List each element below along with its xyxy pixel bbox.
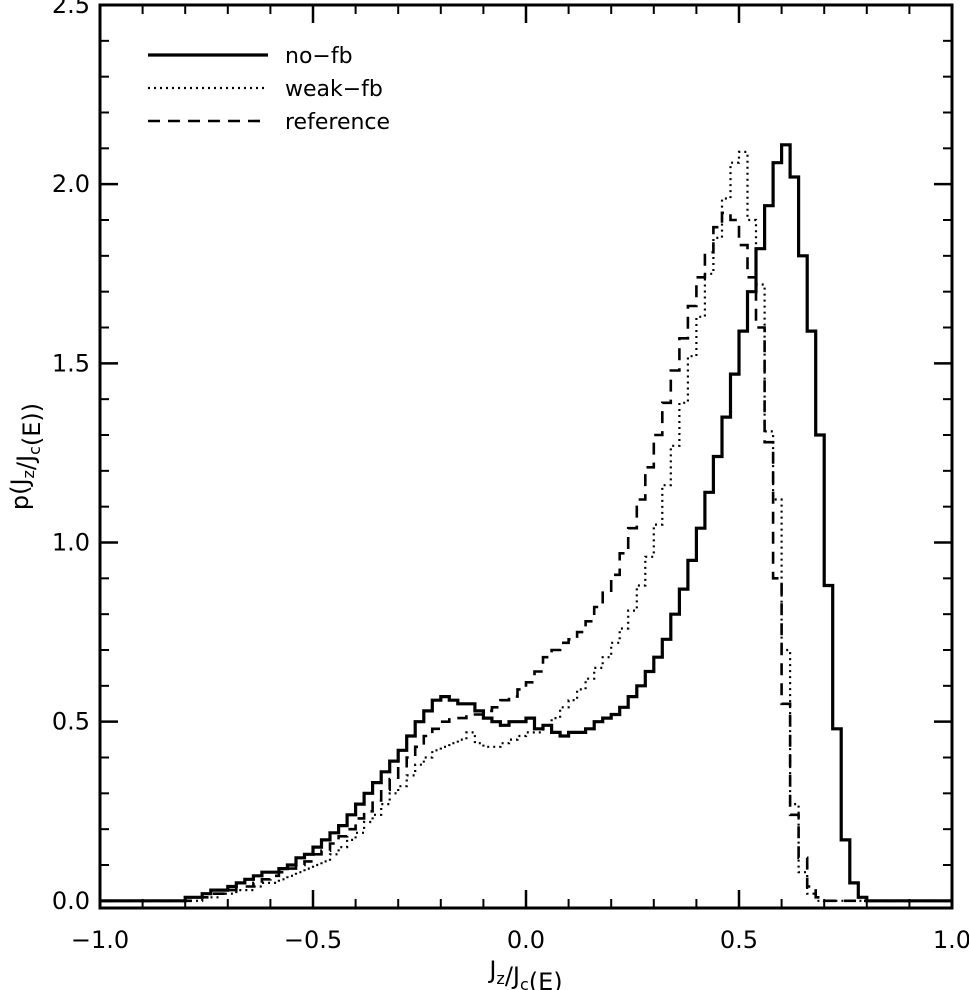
x-tick-label: −1.0 (71, 926, 129, 954)
series-line-dotted (100, 150, 952, 902)
x-tick-label: 1.0 (933, 926, 969, 954)
y-tick-label: 1.5 (52, 349, 90, 377)
y-tick-label: 0.0 (52, 887, 90, 915)
series-layer (100, 143, 952, 903)
legend-label: no−fb (285, 44, 353, 69)
x-tick-label: 0.5 (720, 926, 758, 954)
legend-label: weak−fb (285, 77, 383, 102)
x-tick-label: −0.5 (284, 926, 342, 954)
ticks-layer: −1.0 −0.5 0.0 0.5 1.0 0.0 0.5 1.0 1.5 2.0 2.5 (52, 0, 969, 954)
series-line-dashed (100, 211, 952, 903)
legend: no−fb weak−fb reference (148, 44, 390, 135)
y-tick-label: 0.5 (52, 708, 90, 736)
series-line-solid (100, 143, 952, 903)
y-tick-label: 1.0 (52, 529, 90, 557)
x-axis-title: Jz/Jc(E) (487, 956, 562, 990)
y-tick-label: 2.0 (52, 170, 90, 198)
y-tick-label: 2.5 (52, 0, 90, 19)
x-tick-label: 0.0 (507, 926, 545, 954)
legend-label: reference (285, 110, 390, 135)
y-axis-title: p(Jz/Jc(E)) (6, 403, 46, 510)
